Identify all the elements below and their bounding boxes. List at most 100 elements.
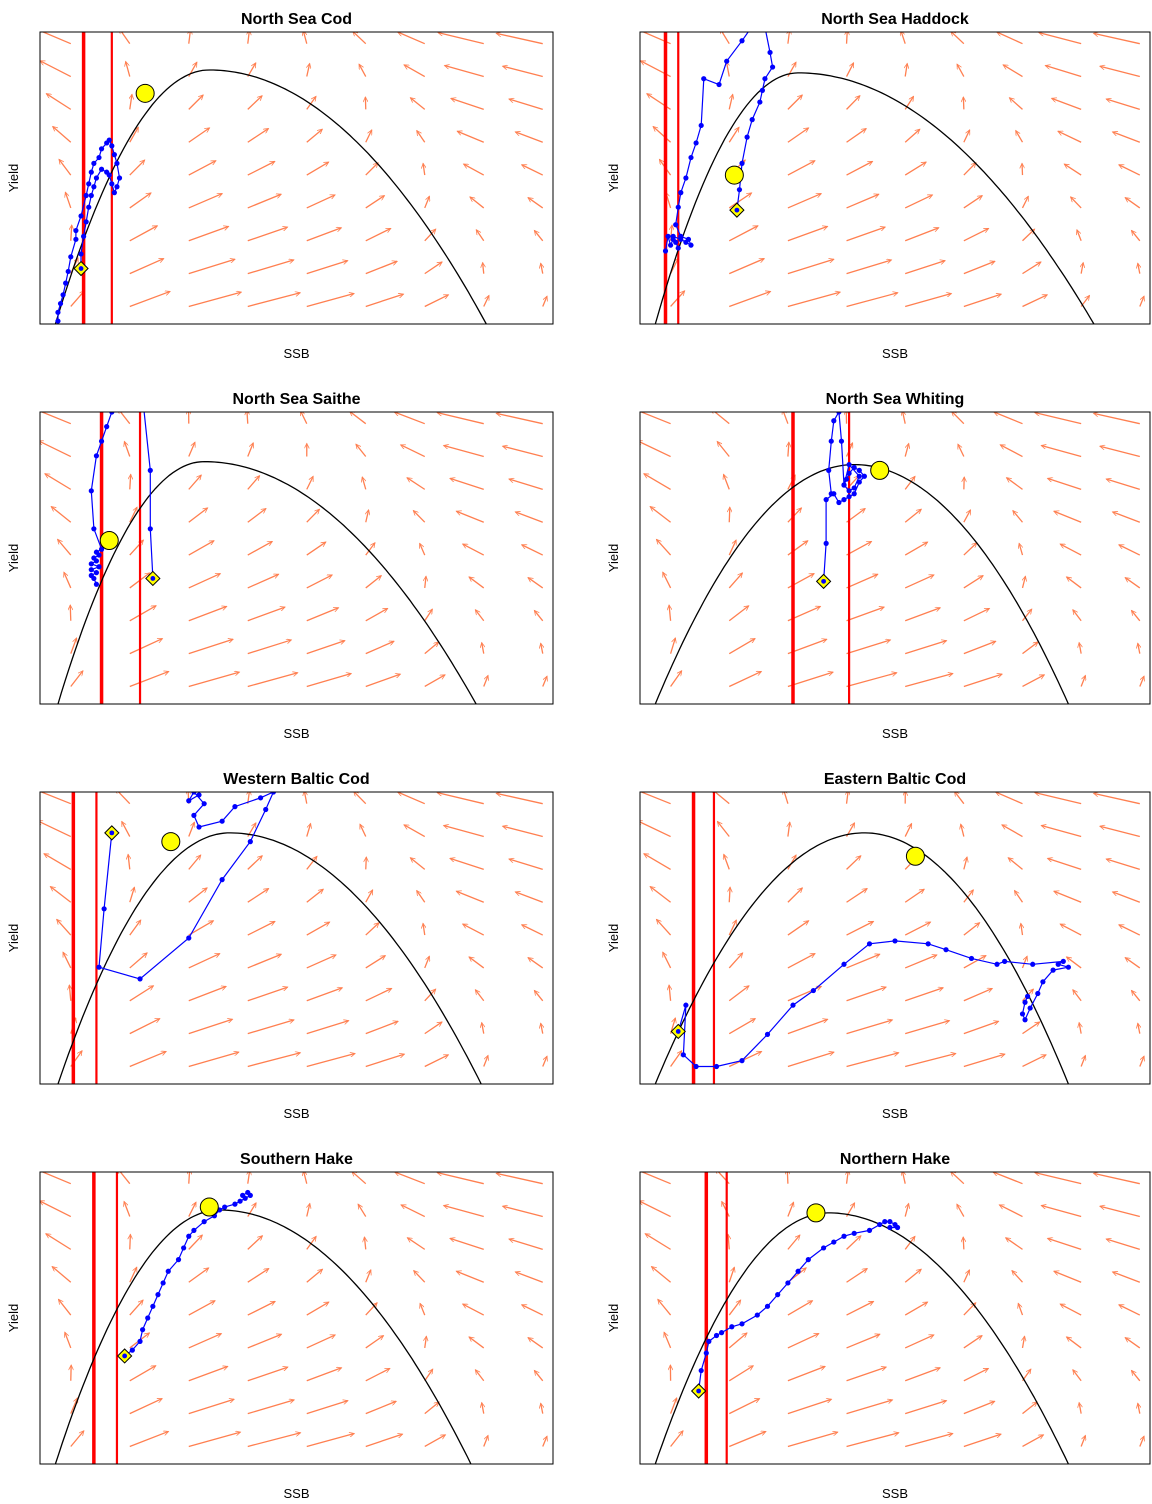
- field-arrow: [365, 607, 388, 622]
- trajectory-point: [698, 122, 704, 129]
- field-arrow: [728, 1333, 747, 1349]
- field-arrow: [1022, 1021, 1040, 1035]
- field-arrow: [846, 1020, 893, 1035]
- trajectory-point: [91, 160, 97, 166]
- field-arrow: [496, 413, 543, 425]
- trajectory-point: [232, 804, 238, 810]
- field-arrow: [846, 640, 891, 655]
- field-arrow: [188, 1366, 228, 1382]
- field-arrow: [58, 539, 72, 556]
- trajectory-point: [88, 572, 94, 579]
- field-arrow: [653, 127, 672, 143]
- field-arrow: [52, 1267, 72, 1283]
- field-arrow: [669, 1398, 677, 1414]
- field-arrow: [658, 1299, 672, 1316]
- trajectory-point: [232, 1201, 238, 1207]
- field-arrow: [1071, 197, 1082, 209]
- trajectory-point: [73, 236, 79, 242]
- field-arrow: [129, 1051, 166, 1068]
- y-axis-label: Yield: [606, 544, 621, 572]
- field-arrow: [522, 924, 544, 936]
- field-arrow: [306, 541, 326, 556]
- field-arrow: [121, 821, 131, 837]
- field-arrow: [846, 920, 874, 936]
- trajectory-point: [831, 1239, 837, 1245]
- trajectory-point: [823, 540, 829, 547]
- field-arrow: [247, 260, 294, 275]
- trajectory-point: [805, 1257, 811, 1263]
- field-arrow: [247, 540, 273, 556]
- trajectory-point: [201, 1219, 207, 1225]
- field-arrow: [437, 413, 484, 425]
- field-arrow: [365, 1021, 398, 1035]
- field-arrow: [534, 1370, 544, 1382]
- trajectory-point: [856, 467, 862, 473]
- field-arrow: [640, 1172, 671, 1185]
- field-arrow: [905, 1433, 953, 1448]
- field-arrow: [904, 476, 915, 490]
- field-arrow: [416, 891, 426, 903]
- field-arrow: [728, 225, 758, 242]
- field-arrow: [1100, 826, 1140, 838]
- field-arrow: [1048, 858, 1082, 870]
- trajectory-point: [851, 1230, 857, 1236]
- field-arrow: [129, 671, 169, 688]
- field-arrow: [444, 826, 484, 838]
- plot-frame: [39, 411, 554, 705]
- field-arrow: [365, 674, 401, 688]
- trajectory-point: [994, 961, 1000, 967]
- field-arrow: [365, 1434, 403, 1448]
- field-arrow: [118, 1172, 131, 1185]
- field-arrow: [64, 572, 72, 589]
- field-arrow: [188, 226, 229, 242]
- field-arrow: [1125, 197, 1141, 209]
- trajectory-point: [838, 438, 845, 444]
- plot-area: [40, 792, 547, 1084]
- trajectory-point: [96, 154, 102, 161]
- field-arrow: [424, 1054, 449, 1068]
- panel-7: Northern Hake SSB Yield: [606, 1151, 1151, 1501]
- field-arrow: [306, 641, 345, 655]
- trajectory-point: [701, 76, 707, 82]
- field-arrow: [1079, 643, 1081, 654]
- field-arrow: [1052, 98, 1082, 110]
- field-arrow: [1006, 1237, 1023, 1250]
- trajectory-point: [98, 546, 105, 552]
- trajectory-point: [186, 798, 192, 804]
- panel-1: North Sea Haddock SSB Yield: [606, 11, 1151, 361]
- chart-title: North Sea Haddock: [821, 11, 969, 28]
- msy-circle: [806, 1203, 826, 1223]
- field-arrow: [729, 1431, 766, 1448]
- trajectory-point: [866, 1227, 873, 1233]
- trajectory-point: [147, 526, 153, 532]
- field-arrow: [1131, 610, 1141, 622]
- field-arrow: [357, 1204, 367, 1217]
- field-arrow: [1125, 577, 1141, 589]
- field-arrow: [1018, 1303, 1024, 1316]
- field-arrow: [1067, 1337, 1082, 1349]
- trajectory-point: [846, 488, 852, 494]
- trajectory-point: [104, 169, 110, 175]
- field-arrow: [50, 887, 72, 903]
- trajectory-point: [88, 488, 94, 494]
- field-arrow: [1021, 956, 1028, 969]
- trajectory-point: [186, 1233, 192, 1239]
- field-arrow: [69, 985, 70, 1001]
- field-arrow: [964, 857, 967, 870]
- trajectory-point: [111, 152, 117, 158]
- field-arrow: [728, 1398, 759, 1415]
- field-arrow: [1019, 543, 1022, 556]
- trajectory-point: [83, 219, 89, 225]
- field-arrow: [1008, 858, 1023, 870]
- field-arrow: [365, 227, 391, 242]
- trajectory-point: [887, 1224, 893, 1231]
- field-arrow: [247, 640, 292, 655]
- field-arrow: [188, 95, 203, 110]
- trajectory-point: [73, 227, 79, 234]
- field-arrow: [306, 1021, 349, 1035]
- field-arrow: [44, 853, 72, 870]
- field-arrow: [306, 1053, 355, 1068]
- field-arrow: [247, 293, 300, 308]
- trajectory-point: [713, 1332, 720, 1339]
- field-arrow: [129, 920, 141, 936]
